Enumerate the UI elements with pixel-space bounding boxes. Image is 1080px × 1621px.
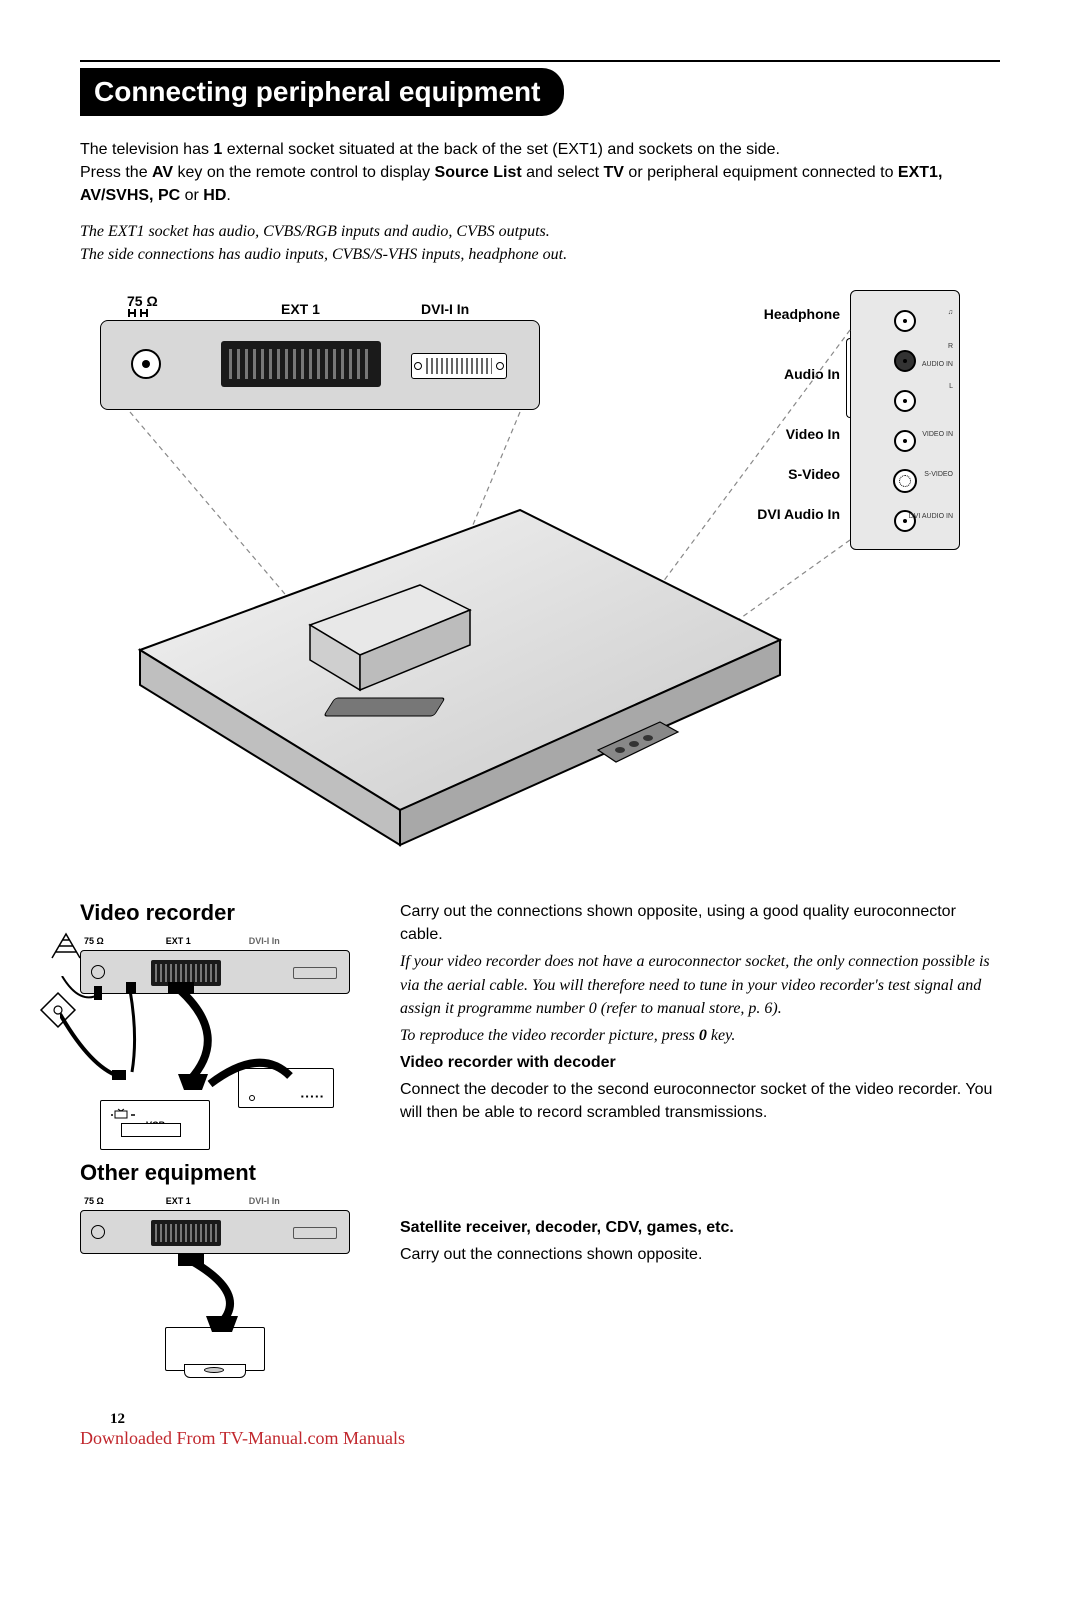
video-recorder-section: Video recorder 75 Ω EXT 1 DVI-I In	[80, 900, 1000, 1130]
intro-text: external socket situated at the back of …	[222, 141, 780, 158]
antenna-ohm: 75 Ω	[127, 293, 158, 309]
sv-tiny-label: S-VIDEO	[924, 471, 953, 478]
antenna-port-icon	[131, 349, 161, 379]
other-p1: Carry out the connections shown opposite…	[400, 1243, 1000, 1266]
headphone-label: Headphone	[757, 294, 840, 334]
r-tiny-label: R	[948, 343, 953, 350]
mini-ant-label-2: 75 Ω	[84, 1196, 104, 1206]
mini-labels: 75 Ω EXT 1 DVI-I In	[80, 936, 350, 946]
decoder-box-icon: ▪▪▪▪▪	[238, 1068, 334, 1108]
dvi-port-icon	[411, 353, 507, 379]
dvi-tiny-label: DVI AUDIO IN	[909, 513, 953, 520]
scart-port-icon	[221, 341, 381, 387]
video-tiny-label: VIDEO IN	[922, 431, 953, 438]
ext1-label: EXT 1	[281, 301, 320, 317]
audio-r-jack-icon	[894, 350, 916, 372]
vcr-slot-icon	[121, 1123, 181, 1137]
video-in-label: Video In	[757, 414, 840, 454]
video-recorder-heading: Video recorder	[80, 900, 370, 926]
page-number: 12	[110, 1411, 1000, 1428]
dvi-label: DVI-I In	[421, 301, 469, 317]
vcr-box-icon	[100, 1100, 210, 1150]
zero-key: 0	[699, 1027, 707, 1044]
intro-text: or	[180, 187, 203, 204]
other-cable-icon	[80, 1254, 350, 1334]
intro-paragraph: The television has 1 external socket sit…	[80, 138, 1000, 208]
mini-scart-icon	[151, 1220, 221, 1246]
intro-text: .	[226, 187, 230, 204]
vr-it2a: To reproduce the video recorder picture,…	[400, 1027, 699, 1044]
mini-dvi-icon	[293, 1227, 337, 1239]
audio-in-label: Audio In	[757, 334, 840, 414]
vr-p2: Connect the decoder to the second euroco…	[400, 1078, 1000, 1124]
mini-ant-label: 75 Ω	[84, 936, 104, 946]
video-in-jack-icon	[894, 430, 916, 452]
side-panel: ♫ R AUDIO IN L VIDEO IN S-VIDEO DVI AUDI…	[850, 290, 960, 550]
cd-player-icon	[165, 1327, 265, 1371]
antenna-label: 75 Ω	[127, 293, 158, 319]
source-list: Source List	[435, 164, 522, 181]
vr-italic2: To reproduce the video recorder picture,…	[400, 1024, 1000, 1047]
mini-ext-label: EXT 1	[166, 936, 191, 946]
intro-text: Press the	[80, 164, 152, 181]
other-subheading: Satellite receiver, decoder, CDV, games,…	[400, 1216, 1000, 1239]
audio-l-jack-icon	[894, 390, 916, 412]
intro-text: or peripheral equipment connected to	[624, 164, 898, 181]
mini-ant-port-icon	[91, 1225, 105, 1239]
italic-note: The EXT1 socket has audio, CVBS/RGB inpu…	[80, 220, 1000, 266]
intro-bold-1: 1	[213, 141, 222, 158]
other-equipment-section: Other equipment 75 Ω EXT 1 DVI-I In S	[80, 1160, 1000, 1371]
mini-dvi-label-2: DVI-I In	[249, 1196, 280, 1206]
italic-line2: The side connections has audio inputs, C…	[80, 243, 1000, 266]
top-rule	[80, 60, 1000, 62]
video-recorder-text: Carry out the connections shown opposite…	[400, 900, 1000, 1130]
intro-text: and select	[522, 164, 604, 181]
mini-back-panel-2	[80, 1210, 350, 1254]
mini-dvi-label: DVI-I In	[249, 936, 280, 946]
other-heading: Other equipment	[80, 1160, 370, 1186]
hd-label: HD	[203, 187, 226, 204]
tv-perspective-icon	[100, 450, 800, 850]
other-diagram: 75 Ω EXT 1 DVI-I In	[80, 1196, 350, 1371]
intro-text: The television has	[80, 141, 213, 158]
l-tiny-label: L	[949, 383, 953, 390]
download-note: Downloaded From TV-Manual.com Manuals	[80, 1428, 1000, 1449]
page-title: Connecting peripheral equipment	[80, 68, 564, 116]
vr-it2c: key.	[707, 1027, 735, 1044]
mini-labels-2: 75 Ω EXT 1 DVI-I In	[80, 1196, 350, 1206]
av-key: AV	[152, 164, 173, 181]
footer: 12 Downloaded From TV-Manual.com Manuals	[80, 1411, 1000, 1449]
intro-text: key on the remote control to display	[173, 164, 434, 181]
vcr-diagram: 75 Ω EXT 1 DVI-I In	[80, 936, 350, 1130]
headphone-tiny-icon: ♫	[948, 309, 953, 316]
headphone-jack-icon	[894, 310, 916, 332]
tv-icon	[109, 1107, 139, 1121]
audio-tiny-label: AUDIO IN	[922, 361, 953, 368]
vr-p1: Carry out the connections shown opposite…	[400, 900, 1000, 946]
other-text: Satellite receiver, decoder, CDV, games,…	[400, 1160, 1000, 1371]
back-panel: 75 Ω EXT 1 DVI-I In	[100, 320, 540, 410]
svideo-jack-icon	[893, 469, 917, 493]
vr-italic1: If your video recorder does not have a e…	[400, 950, 1000, 1020]
italic-line1: The EXT1 socket has audio, CVBS/RGB inpu…	[80, 220, 1000, 243]
main-diagram: 75 Ω EXT 1 DVI-I In Headphone Audio In V…	[80, 290, 1000, 870]
tv-label: TV	[604, 164, 624, 181]
vr-subheading: Video recorder with decoder	[400, 1051, 1000, 1074]
mini-ext-label-2: EXT 1	[166, 1196, 191, 1206]
